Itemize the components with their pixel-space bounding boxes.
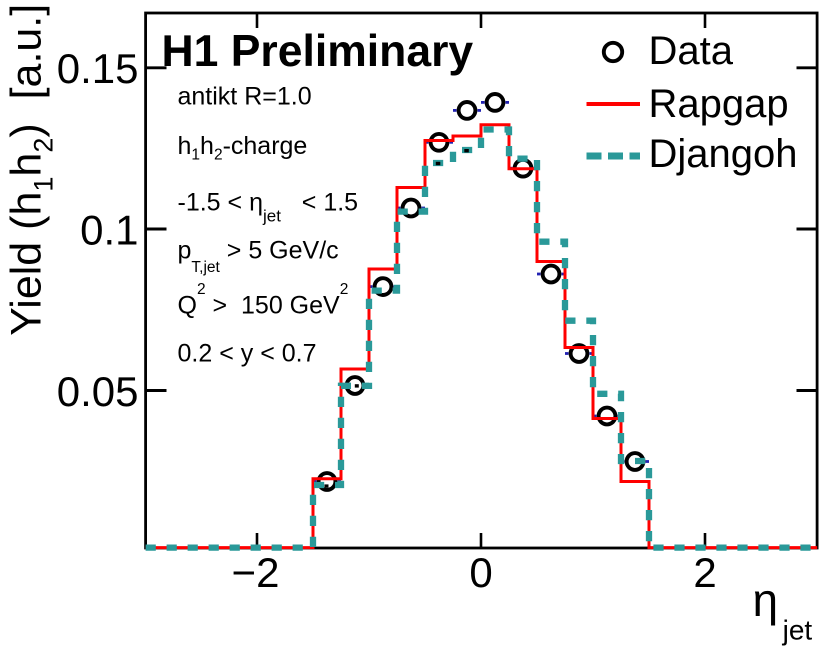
svg-text:antikt R=1.0: antikt R=1.0 — [178, 83, 312, 111]
svg-text:0.2 < y < 0.7: 0.2 < y < 0.7 — [178, 340, 317, 368]
svg-text:Data: Data — [649, 29, 734, 73]
svg-text:0: 0 — [469, 549, 492, 596]
svg-text:h1h2-charge: h1h2-charge — [178, 132, 308, 164]
svg-text:−2: −2 — [232, 549, 280, 596]
svg-text:H1 Preliminary: H1 Preliminary — [162, 27, 474, 76]
svg-text:2: 2 — [693, 549, 716, 596]
svg-text:0.15: 0.15 — [57, 45, 139, 92]
svg-text:Rapgap: Rapgap — [649, 82, 789, 126]
svg-text:Yield (h1h2) [a.u.]: Yield (h1h2) [a.u.] — [3, 4, 59, 336]
svg-text:0.05: 0.05 — [57, 368, 139, 415]
svg-text:0.1: 0.1 — [80, 206, 138, 253]
svg-text:Djangoh: Djangoh — [649, 132, 798, 176]
